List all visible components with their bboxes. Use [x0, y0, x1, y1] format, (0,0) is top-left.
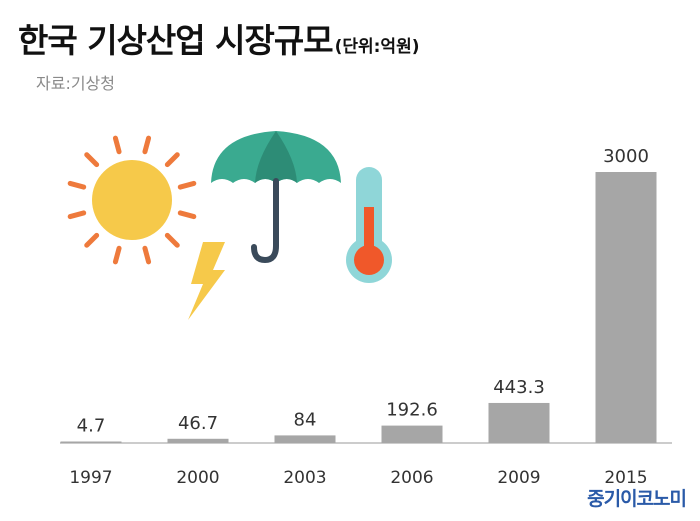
lightning-icon: [188, 242, 225, 320]
sun-ray: [142, 135, 152, 155]
umbrella-icon: [211, 131, 341, 264]
sun-ray: [177, 210, 197, 220]
bar-2006: [381, 425, 443, 443]
chart-title-block: 한국 기상산업 시장규모 (단위:억원): [18, 14, 419, 62]
x-tick-label-2009: 2009: [497, 468, 540, 488]
sun-ray: [67, 210, 87, 220]
sun-ray: [112, 245, 122, 265]
bar-2015: [595, 172, 657, 443]
sun-core: [92, 160, 172, 240]
bar-2000: [167, 438, 229, 443]
value-label-2000: 46.7: [178, 413, 218, 434]
value-label-2009: 443.3: [493, 377, 545, 398]
value-label-1997: 4.7: [77, 416, 106, 437]
bar-2009: [488, 402, 550, 443]
chart-title: 한국 기상산업 시장규모: [18, 21, 334, 60]
sun-ray: [164, 152, 180, 168]
value-label-2003: 84: [294, 409, 317, 430]
x-tick-label-2006: 2006: [390, 468, 433, 488]
unit-label: (단위:억원): [334, 37, 420, 57]
source-label: 자료:기상청: [36, 74, 115, 93]
brand-logo: 중기이코노미: [587, 488, 687, 510]
x-tick-label-2000: 2000: [176, 468, 219, 488]
x-tick-label-2003: 2003: [283, 468, 326, 488]
sun-ray: [67, 180, 87, 190]
value-label-2006: 192.6: [386, 400, 438, 421]
x-tick-label-1997: 1997: [69, 468, 112, 488]
sun-ray: [84, 232, 100, 248]
sun-ray: [84, 152, 100, 168]
sun-icon: [67, 135, 197, 265]
bars: 4.7 1997 46.7 2000 84 2003 192.6 2006 443.3 2009 3…: [60, 146, 657, 488]
sun-ray: [142, 245, 152, 265]
sun-rays: [67, 135, 197, 265]
sun-ray: [164, 232, 180, 248]
sun-ray: [112, 135, 122, 155]
sun-ray: [177, 180, 197, 190]
x-tick-label-2015: 2015: [604, 468, 647, 488]
bar-1997: [60, 441, 122, 443]
value-label-2015: 3000: [603, 146, 649, 167]
thermometer-icon: [346, 167, 392, 283]
bar-2003: [274, 435, 336, 443]
